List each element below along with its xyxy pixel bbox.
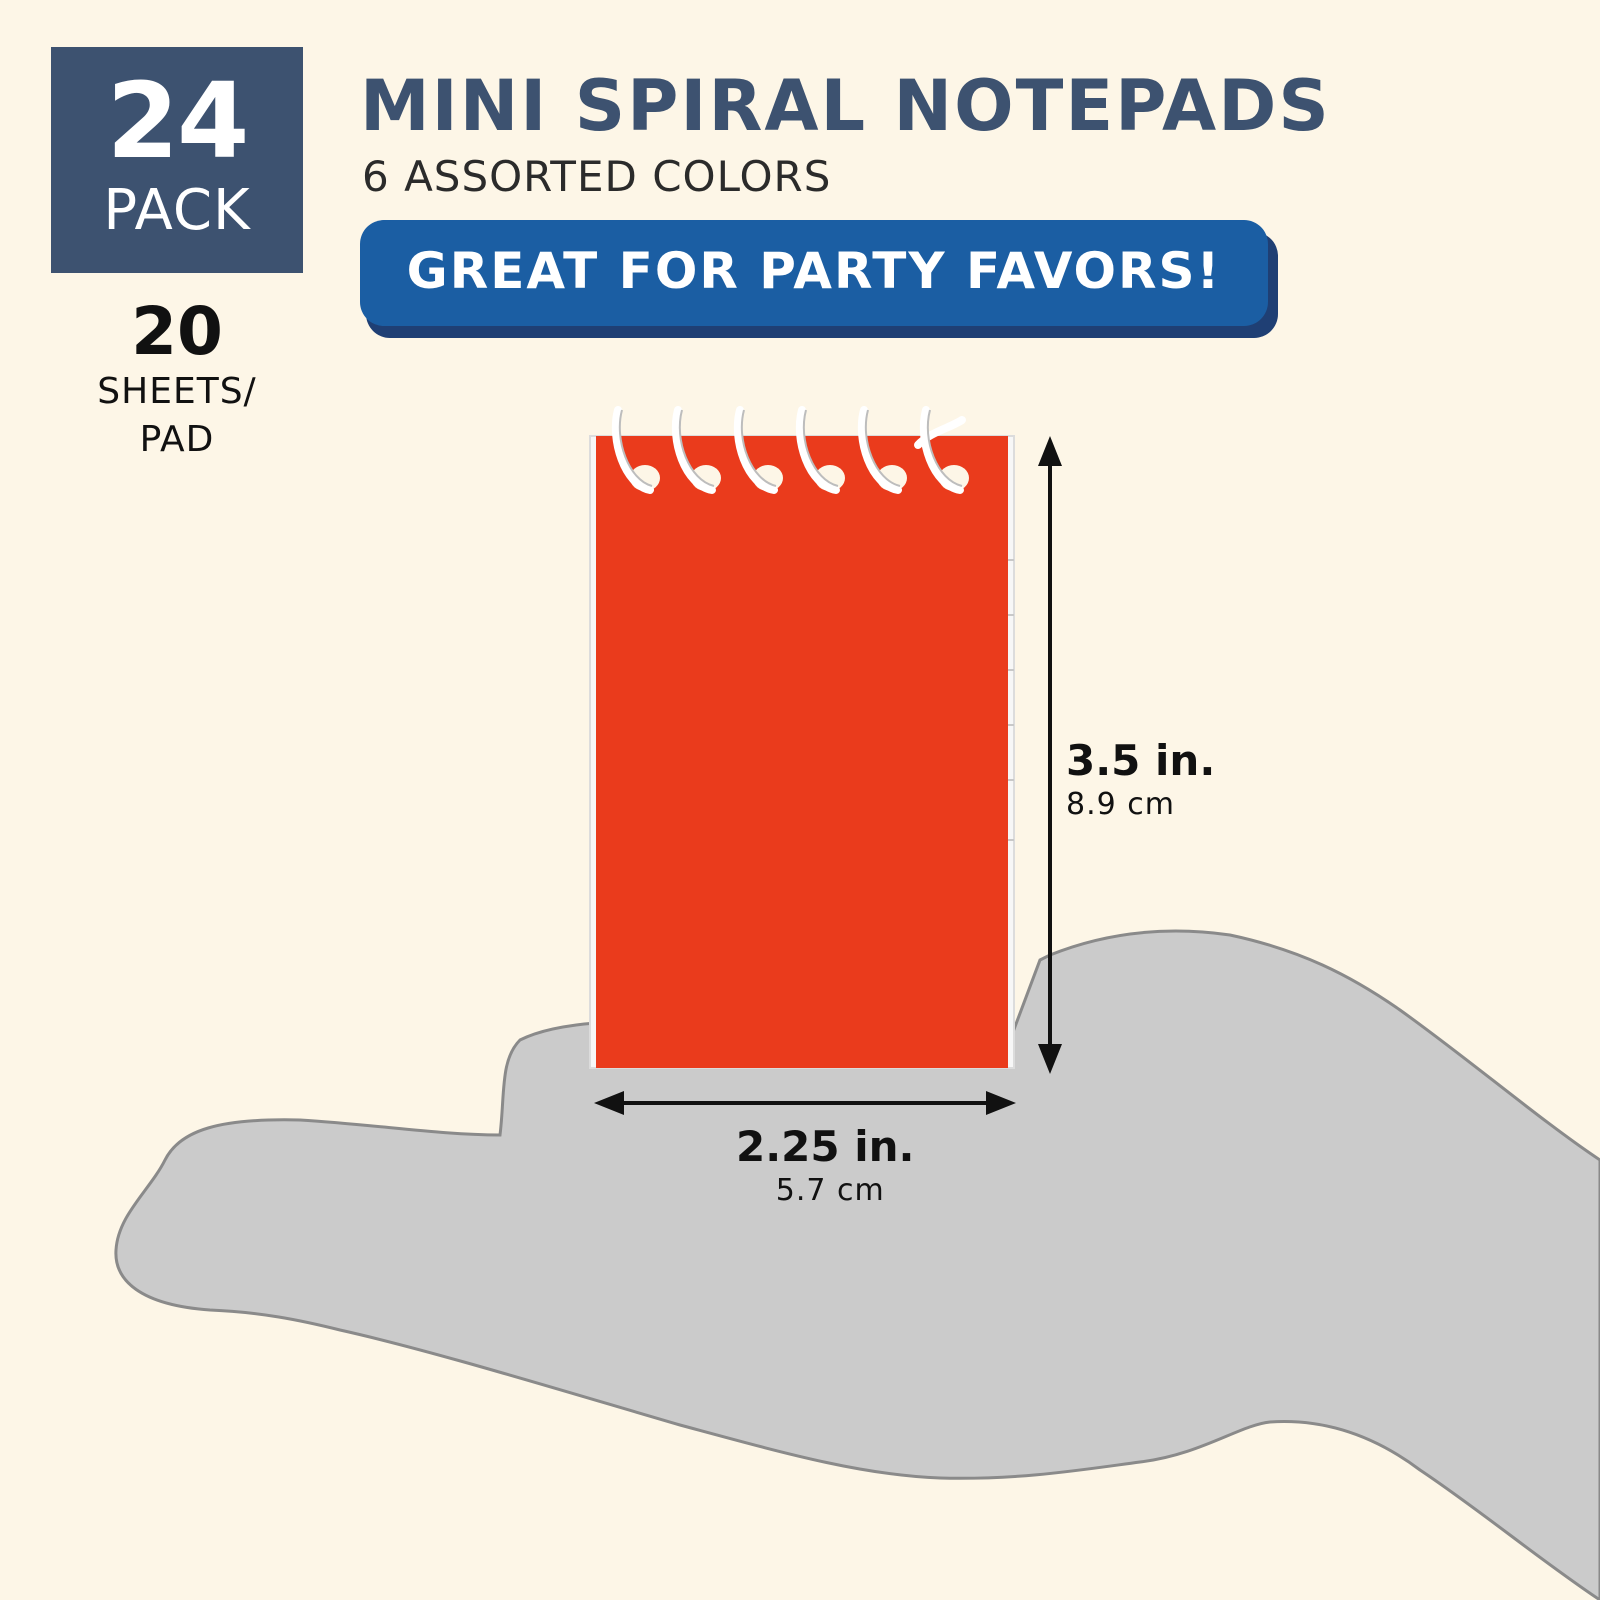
hand-silhouette	[114, 929, 1600, 1600]
banner-text: GREAT FOR PARTY FAVORS!	[406, 242, 1222, 300]
height-metric: 8.9 cm	[1066, 787, 1175, 822]
width-imperial: 2.25 in.	[736, 1122, 915, 1171]
sheets-per-pad: 20 SHEETS/ PAD	[51, 296, 303, 464]
pack-label: PACK	[103, 178, 251, 243]
party-favors-banner: GREAT FOR PARTY FAVORS!	[360, 220, 1268, 326]
pack-count: 24	[106, 60, 250, 182]
sheets-count: 20	[131, 293, 223, 370]
pack-count-badge: 24 PACK	[51, 47, 303, 273]
notepad-page-edges	[1008, 559, 1014, 841]
sheets-label-line1: SHEETS/	[97, 371, 257, 412]
spiral-binding	[611, 406, 969, 494]
width-dimension: 2.25 in. 5.7 cm	[736, 1122, 915, 1210]
product-subtitle: 6 ASSORTED COLORS	[362, 152, 832, 201]
sheets-label-line2: PAD	[139, 419, 215, 460]
notepad-cover	[596, 436, 1008, 1068]
product-title: MINI SPIRAL NOTEPADS	[360, 65, 1331, 147]
width-metric: 5.7 cm	[775, 1173, 885, 1208]
width-arrow	[594, 1091, 1016, 1115]
height-imperial: 3.5 in.	[1066, 736, 1216, 785]
height-dimension: 3.5 in. 8.9 cm	[1066, 736, 1215, 824]
height-arrow	[1038, 436, 1062, 1074]
